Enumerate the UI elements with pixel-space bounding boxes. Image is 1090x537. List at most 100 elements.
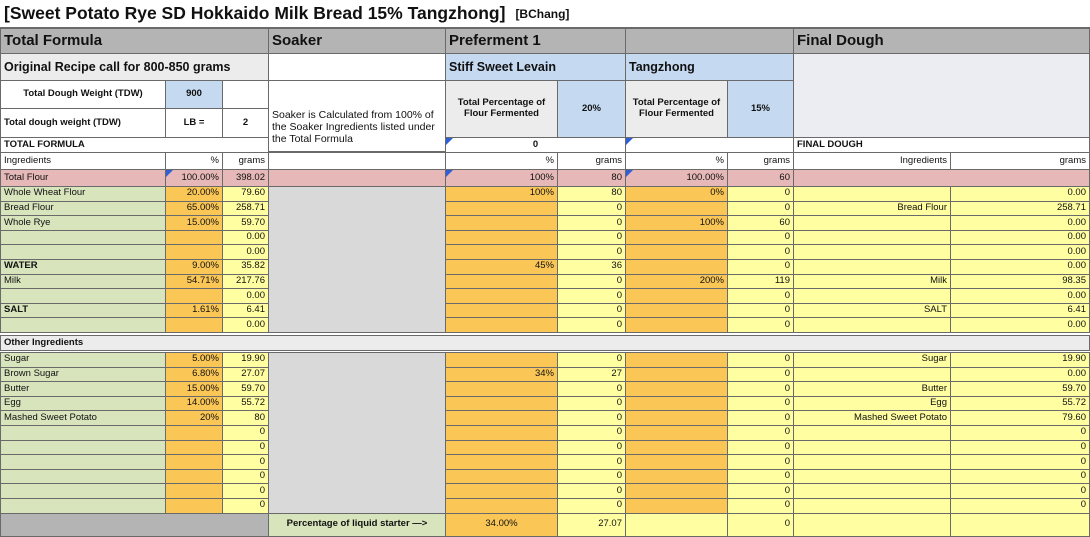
levain-grams[interactable]: 0 (557, 381, 626, 397)
final-dough-grams[interactable]: 0 (950, 468, 1090, 485)
final-dough-name[interactable]: Mashed Sweet Potato (793, 410, 951, 426)
ingredient-name[interactable]: WATER (0, 259, 166, 275)
liquid-starter-label[interactable]: Percentage of liquid starter —> (268, 512, 446, 537)
liquid-starter-pct[interactable]: 34.00% (445, 512, 558, 537)
levain-pct[interactable] (445, 439, 558, 456)
final-dough-name[interactable] (793, 483, 951, 499)
tz-pct-label[interactable]: Total Percentage of Flour Fermented (625, 80, 728, 138)
ingredient-name[interactable] (0, 483, 166, 499)
tangzhong-grams[interactable]: 0 (727, 317, 794, 333)
tz-pct-value[interactable]: 15% (727, 80, 794, 138)
ingredient-pct[interactable]: 1.61% (165, 302, 223, 319)
total-flour-name[interactable]: Total Flour (0, 169, 166, 187)
ingredient-pct[interactable] (165, 288, 223, 304)
levain-zero[interactable]: 0 (445, 137, 626, 153)
lev-flour-grams[interactable]: 80 (557, 169, 626, 187)
final-dough-grams[interactable]: 0.00 (950, 229, 1090, 246)
ingredient-pct[interactable]: 9.00% (165, 259, 223, 275)
ingredient-grams[interactable]: 6.41 (222, 302, 269, 319)
ingredient-grams[interactable]: 0 (222, 468, 269, 485)
levain-grams[interactable]: 0 (557, 288, 626, 304)
final-dough-name[interactable] (793, 468, 951, 485)
levain-grams[interactable]: 0 (557, 454, 626, 470)
levain-grams[interactable]: 0 (557, 439, 626, 456)
final-dough-grams[interactable]: 19.90 (950, 352, 1090, 368)
final-dough-name[interactable] (793, 498, 951, 514)
ingredient-name[interactable]: Milk (0, 273, 166, 290)
levain-pct[interactable] (445, 410, 558, 426)
final-dough-grams[interactable]: 0 (950, 483, 1090, 499)
ingredient-pct[interactable] (165, 454, 223, 470)
final-dough-grams[interactable]: 0.00 (950, 317, 1090, 333)
tangzhong-grams[interactable]: 0 (727, 200, 794, 217)
levain-grams[interactable]: 0 (557, 498, 626, 514)
preferment2-header[interactable] (625, 28, 794, 54)
liquid-tz-grams[interactable]: 0 (727, 512, 794, 537)
soaker-top[interactable] (268, 53, 446, 81)
levain-pct[interactable] (445, 352, 558, 368)
tangzhong-pct[interactable] (625, 439, 728, 456)
levain-grams[interactable]: 0 (557, 244, 626, 260)
ingredient-grams[interactable]: 0 (222, 425, 269, 441)
final-dough-grams[interactable]: 0.00 (950, 186, 1090, 202)
tangzhong-grams[interactable]: 119 (727, 273, 794, 290)
tangzhong-pct[interactable] (625, 454, 728, 470)
tangzhong-pct[interactable] (625, 352, 728, 368)
stiff-levain-header[interactable]: Stiff Sweet Levain (445, 53, 626, 81)
tangzhong-grams[interactable]: 0 (727, 498, 794, 514)
total-formula-header[interactable]: Total Formula (0, 28, 269, 54)
ingredient-pct[interactable]: 20% (165, 410, 223, 426)
levain-pct[interactable] (445, 498, 558, 514)
tangzhong-grams[interactable]: 0 (727, 229, 794, 246)
lev-flour-pct[interactable]: 100% (445, 169, 558, 187)
levain-grams[interactable]: 36 (557, 259, 626, 275)
ingredient-name[interactable] (0, 229, 166, 246)
tangzhong-grams[interactable]: 0 (727, 425, 794, 441)
tangzhong-grams[interactable]: 0 (727, 454, 794, 470)
ingredient-pct[interactable]: 6.80% (165, 366, 223, 383)
levain-pct[interactable] (445, 229, 558, 246)
ingredient-grams[interactable]: 0 (222, 483, 269, 499)
ingredient-name[interactable] (0, 468, 166, 485)
tangzhong-pct[interactable] (625, 317, 728, 333)
ingredient-name[interactable]: Bread Flour (0, 200, 166, 217)
final-dough-grams[interactable]: 0 (950, 425, 1090, 441)
tangzhong-grams[interactable]: 0 (727, 186, 794, 202)
final-dough-grams[interactable]: 59.70 (950, 381, 1090, 397)
ingredient-pct[interactable] (165, 244, 223, 260)
levain-grams[interactable]: 0 (557, 200, 626, 217)
final-dough-grams[interactable]: 0.00 (950, 244, 1090, 260)
tdw-lb-value[interactable]: 2 (222, 108, 269, 138)
final-dough-grams[interactable]: 0 (950, 498, 1090, 514)
tangzhong-pct[interactable]: 0% (625, 186, 728, 202)
soaker-block-2[interactable] (268, 352, 446, 514)
tangzhong-pct[interactable] (625, 259, 728, 275)
levain-pct[interactable] (445, 200, 558, 217)
ingredient-name[interactable] (0, 439, 166, 456)
levain-grams[interactable]: 0 (557, 229, 626, 246)
hdr-grams[interactable]: grams (222, 152, 269, 170)
tz-flour-pct[interactable]: 100.00% (625, 169, 728, 187)
tangzhong-grams[interactable]: 0 (727, 483, 794, 499)
ingredient-pct[interactable] (165, 425, 223, 441)
ingredient-grams[interactable]: 59.70 (222, 381, 269, 397)
ingredient-pct[interactable]: 65.00% (165, 200, 223, 217)
levain-grams[interactable]: 0 (557, 317, 626, 333)
tangzhong-grams[interactable]: 0 (727, 395, 794, 412)
final-dough-name[interactable]: SALT (793, 302, 951, 319)
tdw-lb-unit[interactable]: LB = (165, 108, 223, 138)
final-dough-grams[interactable]: 258.71 (950, 200, 1090, 217)
final-dough-name[interactable] (793, 366, 951, 383)
final-dough-name[interactable] (793, 244, 951, 260)
levain-pct-value[interactable]: 20% (557, 80, 626, 138)
ingredient-pct[interactable] (165, 317, 223, 333)
soaker-hdr-blank[interactable] (268, 152, 446, 170)
liquid-starter-grams[interactable]: 27.07 (557, 512, 626, 537)
tangzhong-grams[interactable]: 60 (727, 215, 794, 231)
ingredient-name[interactable] (0, 425, 166, 441)
final-dough-name[interactable]: Milk (793, 273, 951, 290)
ingredient-grams[interactable]: 258.71 (222, 200, 269, 217)
tangzhong-grams[interactable]: 0 (727, 352, 794, 368)
ingredient-grams[interactable]: 79.60 (222, 186, 269, 202)
fd-hdr-grams[interactable]: grams (950, 152, 1090, 170)
